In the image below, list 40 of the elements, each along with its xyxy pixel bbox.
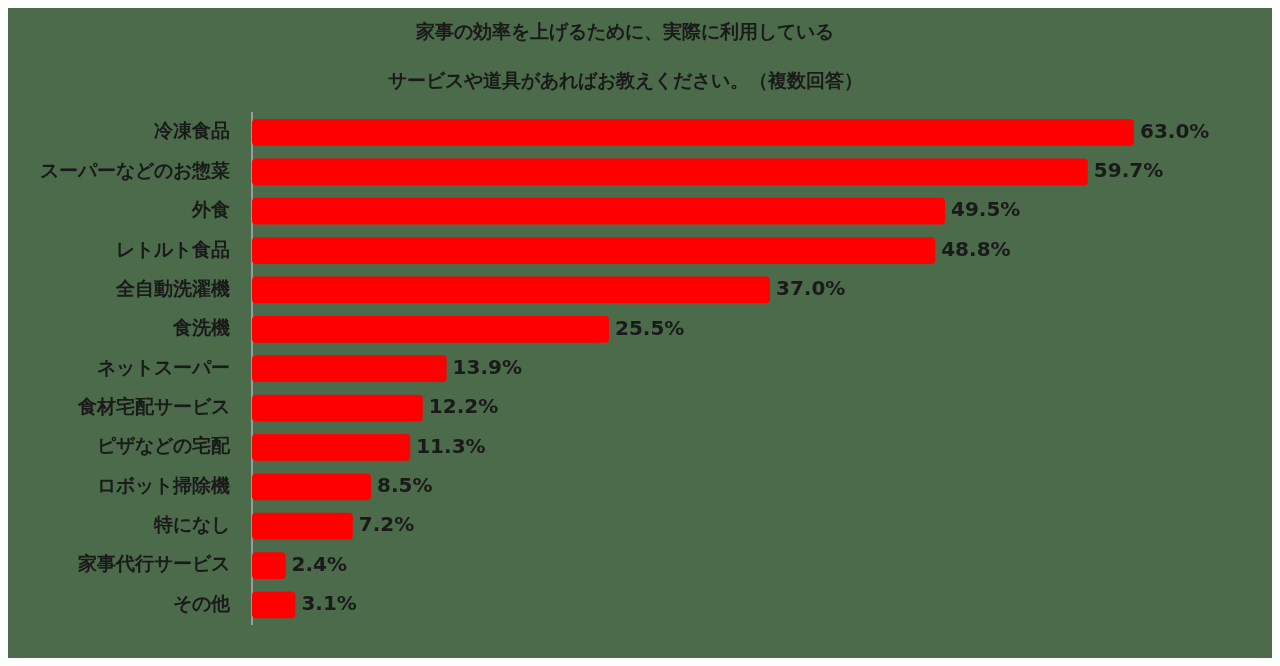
bar [252, 473, 371, 501]
data-label: 49.5% [951, 197, 1021, 222]
data-label: 2.4% [291, 551, 348, 576]
y-tick-label: その他 [173, 591, 231, 614]
y-tick-label: 外食 [191, 198, 230, 221]
bar [252, 237, 936, 264]
bar [252, 591, 296, 619]
y-tick-label: ネットスーパー [97, 355, 230, 378]
y-tick-label: 全自動洗濯機 [115, 276, 230, 299]
bar [252, 512, 353, 540]
data-label: 48.8% [941, 236, 1011, 261]
y-tick-label: 冷凍食品 [154, 119, 230, 142]
y-tick-label: スーパーなどのお惣菜 [40, 158, 230, 181]
y-tick-label: 食材宅配サービス [77, 395, 230, 418]
data-label: 7.2% [358, 512, 415, 537]
data-label: 25.5% [615, 315, 685, 340]
bar [252, 434, 411, 461]
chart-title: 家事の効率を上げるために、実際に利用しているサービスや道具があればお教えください。（複数回答） [387, 19, 863, 92]
bar [252, 315, 609, 343]
data-label: 37.0% [776, 276, 846, 301]
data-label: 59.7% [1093, 158, 1164, 183]
data-label: 3.1% [301, 591, 357, 616]
bar [252, 158, 1088, 186]
y-tick-label: ピザなどの宅配 [97, 434, 231, 457]
bar [252, 552, 286, 579]
bar [252, 276, 770, 304]
bar [252, 394, 423, 422]
data-label: 13.9% [452, 354, 522, 379]
bar [252, 197, 945, 225]
bar [252, 355, 447, 383]
bar [252, 119, 1134, 146]
y-tick-label: ロボット掃除機 [97, 473, 230, 496]
data-label: 8.5% [377, 473, 433, 498]
y-tick-label: レトルト食品 [116, 237, 230, 260]
data-label: 63.0% [1140, 118, 1210, 143]
y-tick-label: 食洗機 [172, 316, 230, 339]
y-tick-label: 家事代行サービス [77, 552, 230, 575]
data-label: 12.2% [428, 394, 499, 419]
data-label: 11.3% [416, 433, 486, 458]
y-tick-label: 特になし [153, 513, 230, 536]
